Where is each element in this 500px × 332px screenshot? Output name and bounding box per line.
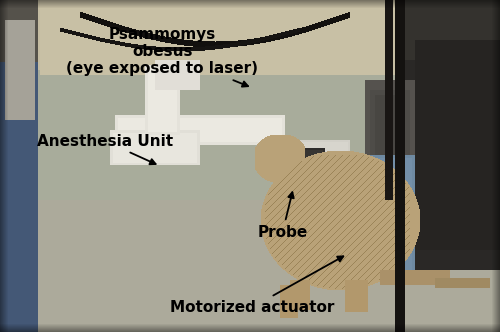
- Text: Motorized actuator: Motorized actuator: [170, 256, 344, 315]
- Text: Psammomys
obesus
(eye exposed to laser): Psammomys obesus (eye exposed to laser): [66, 27, 258, 87]
- Text: Anesthesia Unit: Anesthesia Unit: [37, 133, 173, 164]
- Text: Probe: Probe: [258, 192, 308, 240]
